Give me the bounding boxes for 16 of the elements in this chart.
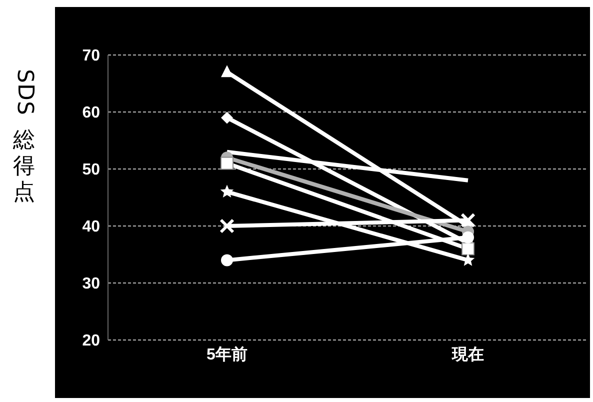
x-tick-label: 現在 — [451, 345, 484, 364]
point — [220, 218, 234, 234]
y-tick-label: 30 — [82, 276, 100, 293]
point — [462, 231, 474, 244]
point — [221, 112, 233, 124]
point — [220, 184, 234, 198]
y-tick-label: 20 — [82, 332, 100, 350]
y-tick-label: 70 — [82, 48, 100, 65]
point — [220, 156, 234, 170]
y-tick-label: 40 — [82, 218, 100, 236]
y-tick-label: 50 — [82, 162, 100, 179]
x-tick-label: 5年前 — [206, 345, 248, 364]
point — [221, 254, 233, 266]
y-axis-title: SDS 総得点 — [12, 69, 37, 206]
y-tick-label: 60 — [82, 104, 100, 122]
point — [462, 242, 474, 256]
